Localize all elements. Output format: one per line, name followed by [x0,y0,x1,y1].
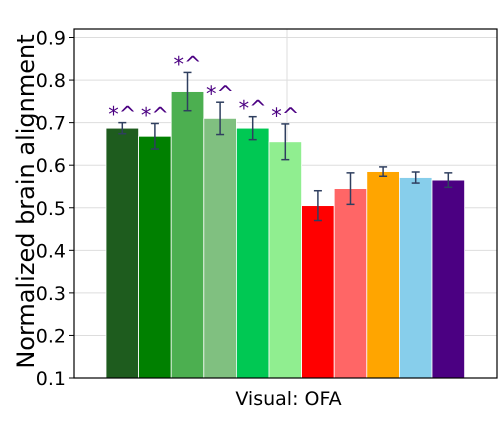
significance-marker: *^ [271,104,299,128]
error-bar [379,166,388,178]
bar [431,179,465,379]
bar [301,205,335,379]
bar [366,171,400,379]
error-bar [281,123,290,161]
bar [138,135,172,379]
significance-marker: *^ [141,103,169,127]
error-bar [216,101,225,136]
bar [398,177,433,379]
error-bars-group [118,71,453,222]
x-axis-category-label: Visual: OFA [235,388,341,410]
error-bar [346,172,355,206]
y-tick-label: 0.9 [36,28,66,50]
error-bar [118,121,127,135]
y-axis-title: Normalized brain alignment [12,34,40,368]
error-bar [313,189,322,222]
y-tick-label: 0.1 [36,368,66,390]
error-bar [411,171,420,184]
y-axis-ticks: 0.1 0.2 0.3 0.4 0.5 0.6 0.7 0.8 0.9 [36,28,74,390]
error-bar [183,71,192,112]
significance-marker: *^ [239,97,267,121]
y-tick-label: 0.2 [36,325,66,347]
y-tick-label: 0.4 [36,240,66,262]
error-bar [248,115,257,141]
significance-marker: *^ [108,103,136,127]
significance-marker: *^ [173,52,201,76]
error-bar [150,122,159,150]
bar [170,91,205,379]
bar [333,188,368,379]
y-tick-label: 0.7 [36,113,66,135]
y-tick-label: 0.6 [36,155,66,177]
bar [235,127,270,379]
significance-annotations: *^ *^*^*^*^ *^ [108,52,299,127]
plot-area-frame [73,28,498,379]
bar [203,117,237,379]
bar [105,127,139,379]
y-tick-label: 0.3 [36,283,66,305]
y-tick-label: 0.5 [36,198,66,220]
bar [268,141,302,379]
y-tick-label: 0.8 [36,70,66,92]
significance-marker: *^ [206,82,234,106]
error-bar [444,172,453,189]
